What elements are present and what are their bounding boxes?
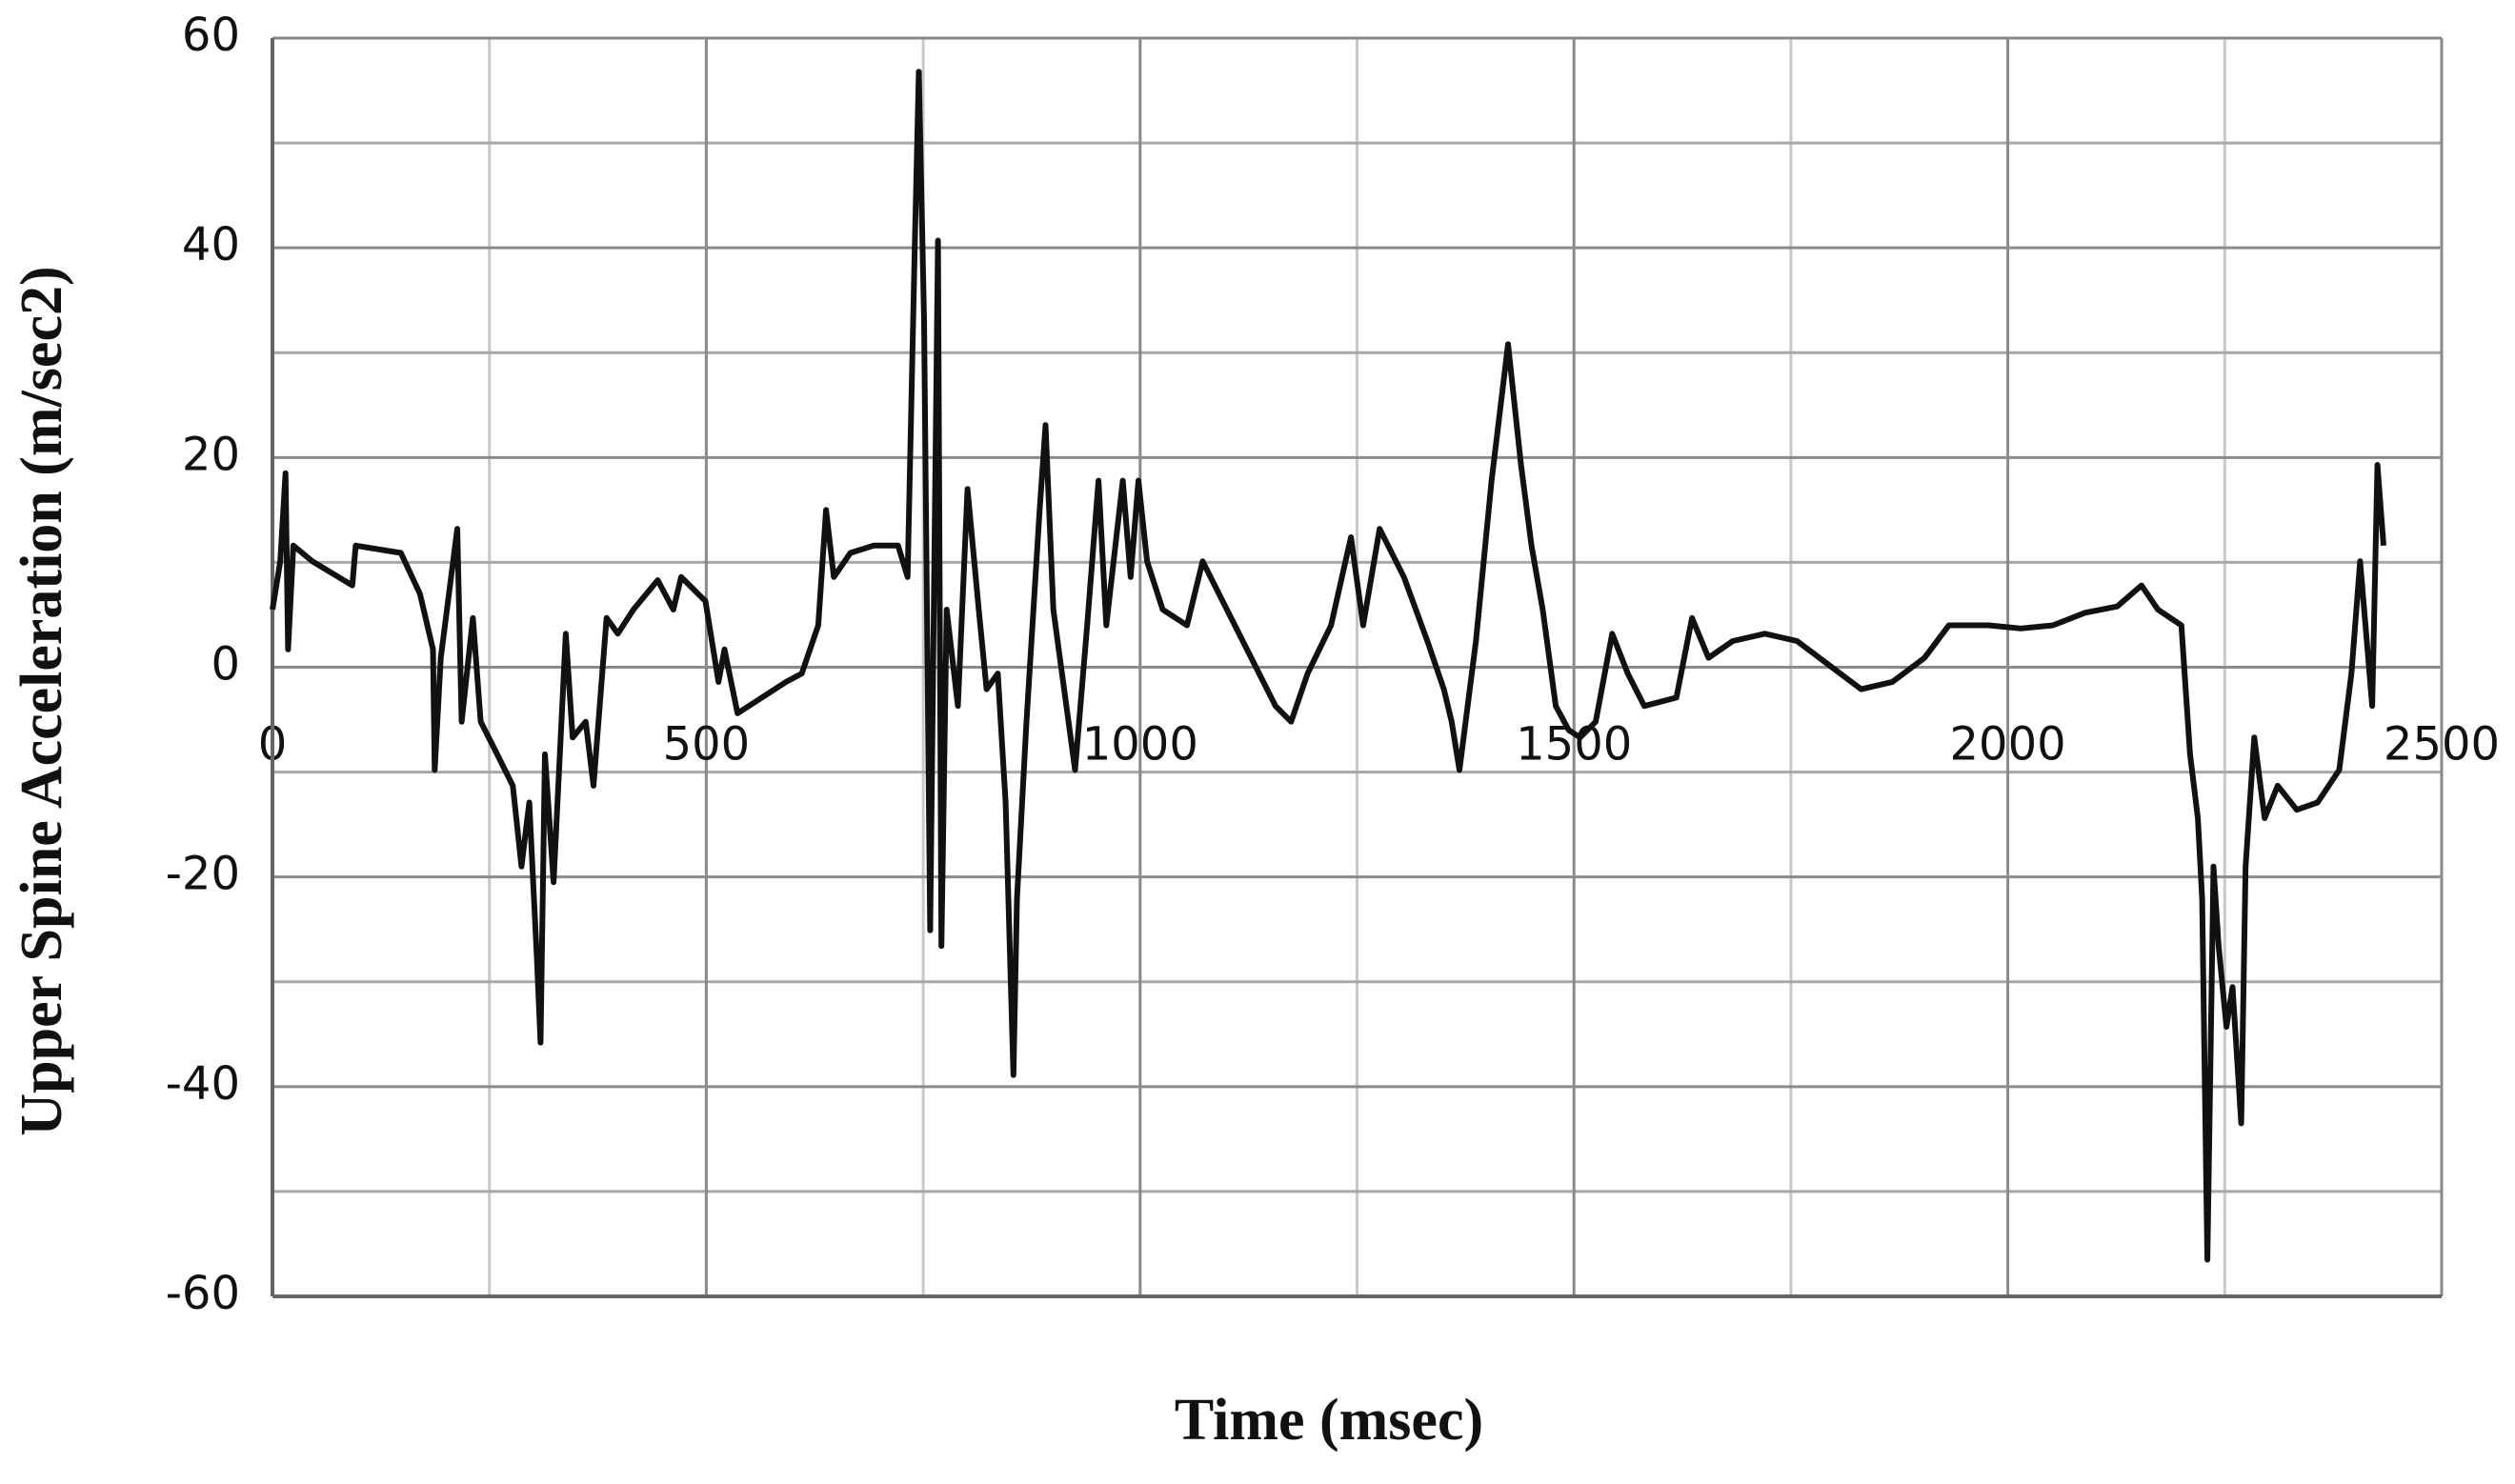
y-tick-label: 0 <box>211 638 240 692</box>
y-tick-label: -40 <box>166 1057 240 1111</box>
x-tick-label: 1000 <box>1082 718 1198 772</box>
y-tick-label: 40 <box>182 218 240 271</box>
y-tick-label: 60 <box>182 9 240 62</box>
x-tick-label: 2000 <box>1950 718 2066 772</box>
data-line <box>270 69 2386 1263</box>
x-tick-label: 1500 <box>1516 718 1632 772</box>
x-tick-label: 500 <box>663 718 751 772</box>
y-tick-label: -20 <box>166 848 240 901</box>
y-axis-label: Upper Spine Acceleration (m/sec2) <box>10 266 74 1135</box>
x-tick-label: 2500 <box>2384 718 2500 772</box>
y-tick-label: 20 <box>182 428 240 481</box>
x-axis-label: Time (msec) <box>1175 1388 1483 1453</box>
y-tick-label: -60 <box>166 1267 240 1320</box>
